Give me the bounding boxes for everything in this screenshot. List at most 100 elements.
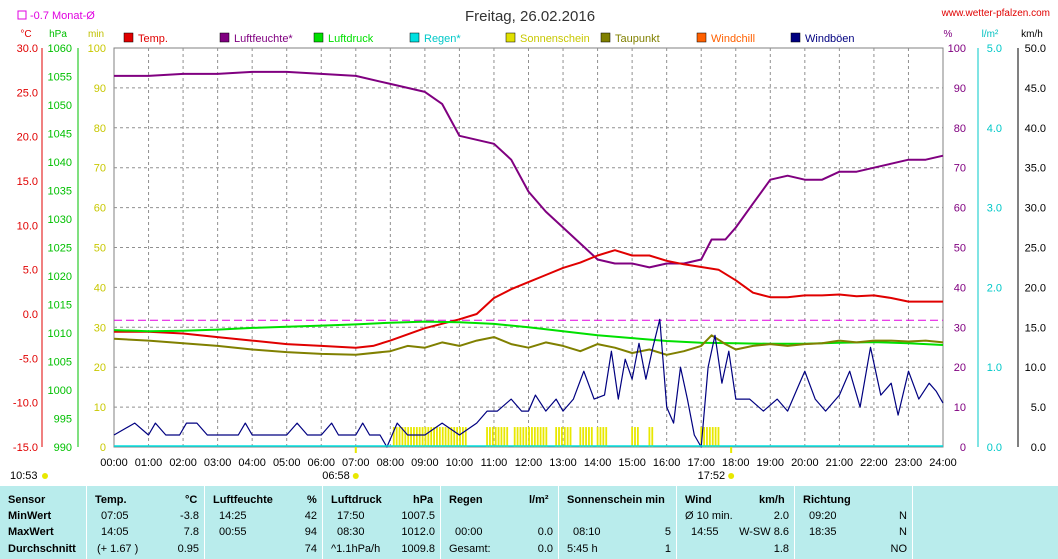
axis-hpa-tick: 995 bbox=[54, 414, 72, 426]
axis-kmh-tick: 45.0 bbox=[1025, 83, 1046, 95]
axis-pct-tick: 0 bbox=[960, 442, 966, 454]
axis-min-tick: 80 bbox=[94, 123, 106, 135]
axis-pct-tick: 70 bbox=[954, 163, 966, 175]
x-tick-label: 17:00 bbox=[687, 457, 715, 469]
stats-dir-max-val: N bbox=[899, 526, 907, 538]
series-lines bbox=[113, 70, 944, 448]
stats-col-rain: Regen l/m² 00:00 0.0 Gesamt: 0.0 bbox=[440, 486, 559, 559]
stats-wind-avg10-val: 2.0 bbox=[773, 510, 789, 522]
axis-kmh-tick: 40.0 bbox=[1025, 123, 1046, 135]
sunshine-bar bbox=[599, 427, 602, 447]
legend-swatch-7 bbox=[790, 32, 801, 43]
sunshine-bar bbox=[430, 427, 433, 447]
sunshine-bar bbox=[714, 427, 717, 447]
legend-label-4: Sonnenschein bbox=[520, 33, 590, 45]
sunshine-bar bbox=[401, 427, 404, 447]
weather-chart: Freitag, 26.02.2016 www.wetter-pfalzen.c… bbox=[10, 8, 1050, 482]
legend-label-5: Taupunkt bbox=[615, 33, 660, 45]
x-tick-label: 15:00 bbox=[618, 457, 646, 469]
sunshine-bar bbox=[506, 427, 509, 447]
axis-min-tick: 60 bbox=[94, 203, 106, 215]
axis-hpa-tick: 1005 bbox=[48, 357, 72, 369]
legend-label-1: Luftfeuchte* bbox=[234, 33, 293, 45]
sunshine-bar bbox=[585, 427, 587, 447]
axis-hpa-tick: 1025 bbox=[48, 243, 72, 255]
sunshine-bar bbox=[407, 427, 410, 447]
axis-hpa-tick: 1050 bbox=[48, 100, 72, 112]
sunshine-bar bbox=[582, 427, 585, 447]
stats-temp-avg-delta: (+ 1.67 ) bbox=[97, 543, 139, 555]
x-tick-label: 05:00 bbox=[273, 457, 301, 469]
axis-lm2-tick: 2.0 bbox=[987, 282, 1002, 294]
sun-markers: 06:58 17:52 10:53 bbox=[10, 447, 735, 482]
axis-kmh-tick: 50.0 bbox=[1025, 43, 1046, 55]
sunshine-bar bbox=[503, 427, 506, 447]
axis-hpa-tick: 1055 bbox=[48, 72, 72, 84]
axis-hpa-tick: 1040 bbox=[48, 157, 72, 169]
legend-swatch-3 bbox=[409, 32, 420, 43]
sunrise-icon bbox=[352, 473, 359, 479]
sunshine-bar bbox=[536, 427, 539, 447]
series-line-1 bbox=[114, 249, 943, 349]
sunshine-bar bbox=[545, 427, 548, 447]
stats-col-temp: Temp. °C 07:05 -3.8 14:05 7.8 (+ 1.67 ) … bbox=[86, 486, 205, 559]
sunshine-bar bbox=[558, 427, 560, 447]
sunshine-bar bbox=[525, 427, 528, 447]
stats-row-label-max: MaxWert bbox=[8, 526, 54, 538]
stats-header-wind-unit: km/h bbox=[759, 494, 785, 506]
stats-header-hum-unit: % bbox=[307, 494, 317, 506]
stats-wind-max-time: 14:55 bbox=[691, 526, 719, 538]
stats-wind-avg10-label: Ø 10 min. bbox=[685, 510, 733, 522]
site-link[interactable]: www.wetter-pfalzen.com bbox=[941, 8, 1050, 19]
x-tick-label: 23:00 bbox=[895, 457, 923, 469]
sunshine-bar bbox=[424, 427, 427, 447]
axis-temp-tick: 5.0 bbox=[23, 265, 38, 277]
x-axis-ticks: 00:00 01:00 02:00 03:00 04:00 05:00 06:00 07:00… bbox=[100, 457, 957, 469]
axis-min-tick: 70 bbox=[94, 163, 106, 175]
legend-swatch-4 bbox=[505, 32, 516, 43]
sunshine-bar bbox=[516, 427, 519, 447]
axis-kmh-tick: 20.0 bbox=[1025, 282, 1046, 294]
stats-press-max-val: 1012.0 bbox=[401, 526, 435, 538]
stats-temp-min-time: 07:05 bbox=[101, 510, 129, 522]
stats-row-label-min: MinWert bbox=[8, 510, 52, 522]
axis-min-tick: 30 bbox=[94, 322, 106, 334]
sunshine-bar bbox=[438, 427, 441, 447]
sunshine-bar bbox=[427, 427, 430, 447]
stats-col-sensor: Sensor MinWert MaxWert Durchschnitt bbox=[0, 486, 86, 559]
sunshine-bar bbox=[522, 427, 525, 447]
stats-table: Sensor MinWert MaxWert Durchschnitt Temp… bbox=[0, 486, 1058, 559]
sunshine-bar bbox=[418, 427, 421, 447]
axis-pct-tick: 100 bbox=[948, 43, 966, 55]
axis-temp-tick: 0.0 bbox=[23, 309, 38, 321]
sunshine-bar bbox=[700, 427, 703, 447]
axis-hpa-tick: 1045 bbox=[48, 129, 72, 141]
sunshine-bar bbox=[590, 427, 593, 447]
stats-temp-avg-val: 0.95 bbox=[177, 543, 199, 555]
sunshine-bar bbox=[569, 427, 572, 447]
axis-hpa-tick: 1015 bbox=[48, 300, 72, 312]
sunshine-bar bbox=[398, 427, 401, 447]
x-tick-label: 18:00 bbox=[722, 457, 750, 469]
stats-press-trend: ^1.1hPa/h bbox=[331, 543, 381, 555]
sunshine-bar bbox=[631, 427, 634, 447]
daylength-label: 10:53 bbox=[10, 470, 38, 482]
sunshine-bar bbox=[500, 427, 503, 447]
legend-label-6: Windchill bbox=[711, 33, 755, 45]
series-line-0 bbox=[114, 70, 944, 269]
stats-col-pressure: Luftdruck hPa 17:50 1007.5 08:30 1012.0 … bbox=[322, 486, 441, 559]
axis-kmh-tick: 30.0 bbox=[1025, 203, 1046, 215]
sunshine-bar bbox=[555, 427, 558, 447]
x-tick-label: 11:00 bbox=[481, 457, 508, 469]
axis-hpa-tick: 1060 bbox=[48, 43, 72, 55]
axis-pct-tick: 10 bbox=[954, 402, 966, 414]
sunshine-bar bbox=[415, 427, 418, 447]
sunshine-bar bbox=[494, 427, 497, 447]
x-tick-label: 19:00 bbox=[757, 457, 785, 469]
legend-swatch-5 bbox=[600, 32, 611, 43]
axis-pct-tick: 30 bbox=[954, 322, 966, 334]
sunshine-bar bbox=[602, 427, 605, 447]
sunshine-bar bbox=[497, 427, 500, 447]
stats-rain-total-val: 0.0 bbox=[537, 543, 553, 555]
axis-pct-tick: 60 bbox=[954, 203, 966, 215]
